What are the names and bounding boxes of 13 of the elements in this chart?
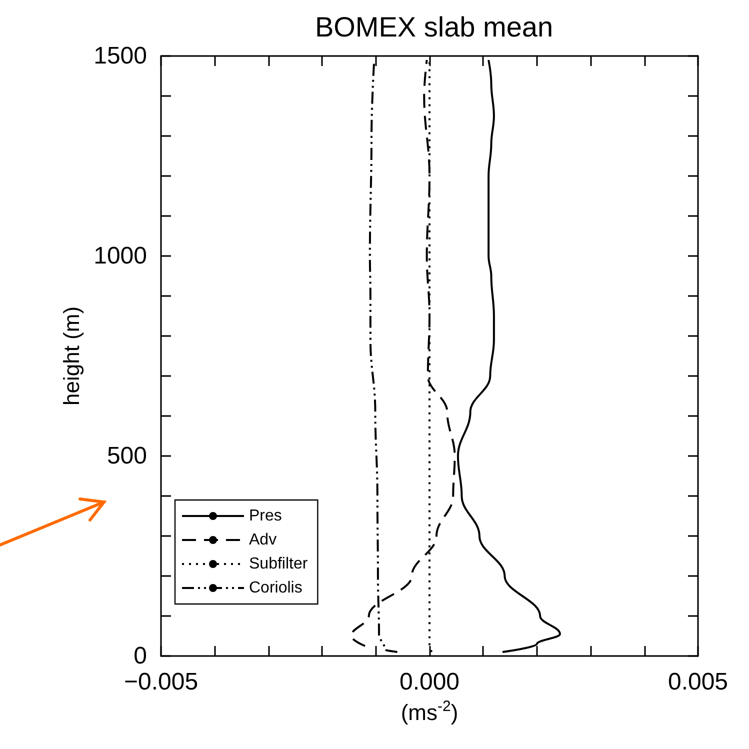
chart-title: BOMEX slab mean — [314, 12, 554, 42]
legend-label: Pres — [249, 508, 282, 524]
y-tick-label: 1000 — [94, 242, 147, 270]
y-axis-title: height (m) — [59, 306, 84, 406]
legend-label: Coriolis — [249, 580, 302, 596]
y-tick-label: 0 — [134, 642, 147, 670]
y-tick-label: 500 — [106, 442, 147, 470]
legend-label: Adv — [249, 532, 277, 548]
x-tick-label: −0.005 — [124, 668, 198, 696]
x-tick-label: 0.000 — [399, 668, 460, 696]
legend-label: Subfilter — [249, 556, 308, 572]
x-tick-label: 0.005 — [668, 668, 728, 696]
y-tick-label: 1500 — [94, 42, 147, 70]
